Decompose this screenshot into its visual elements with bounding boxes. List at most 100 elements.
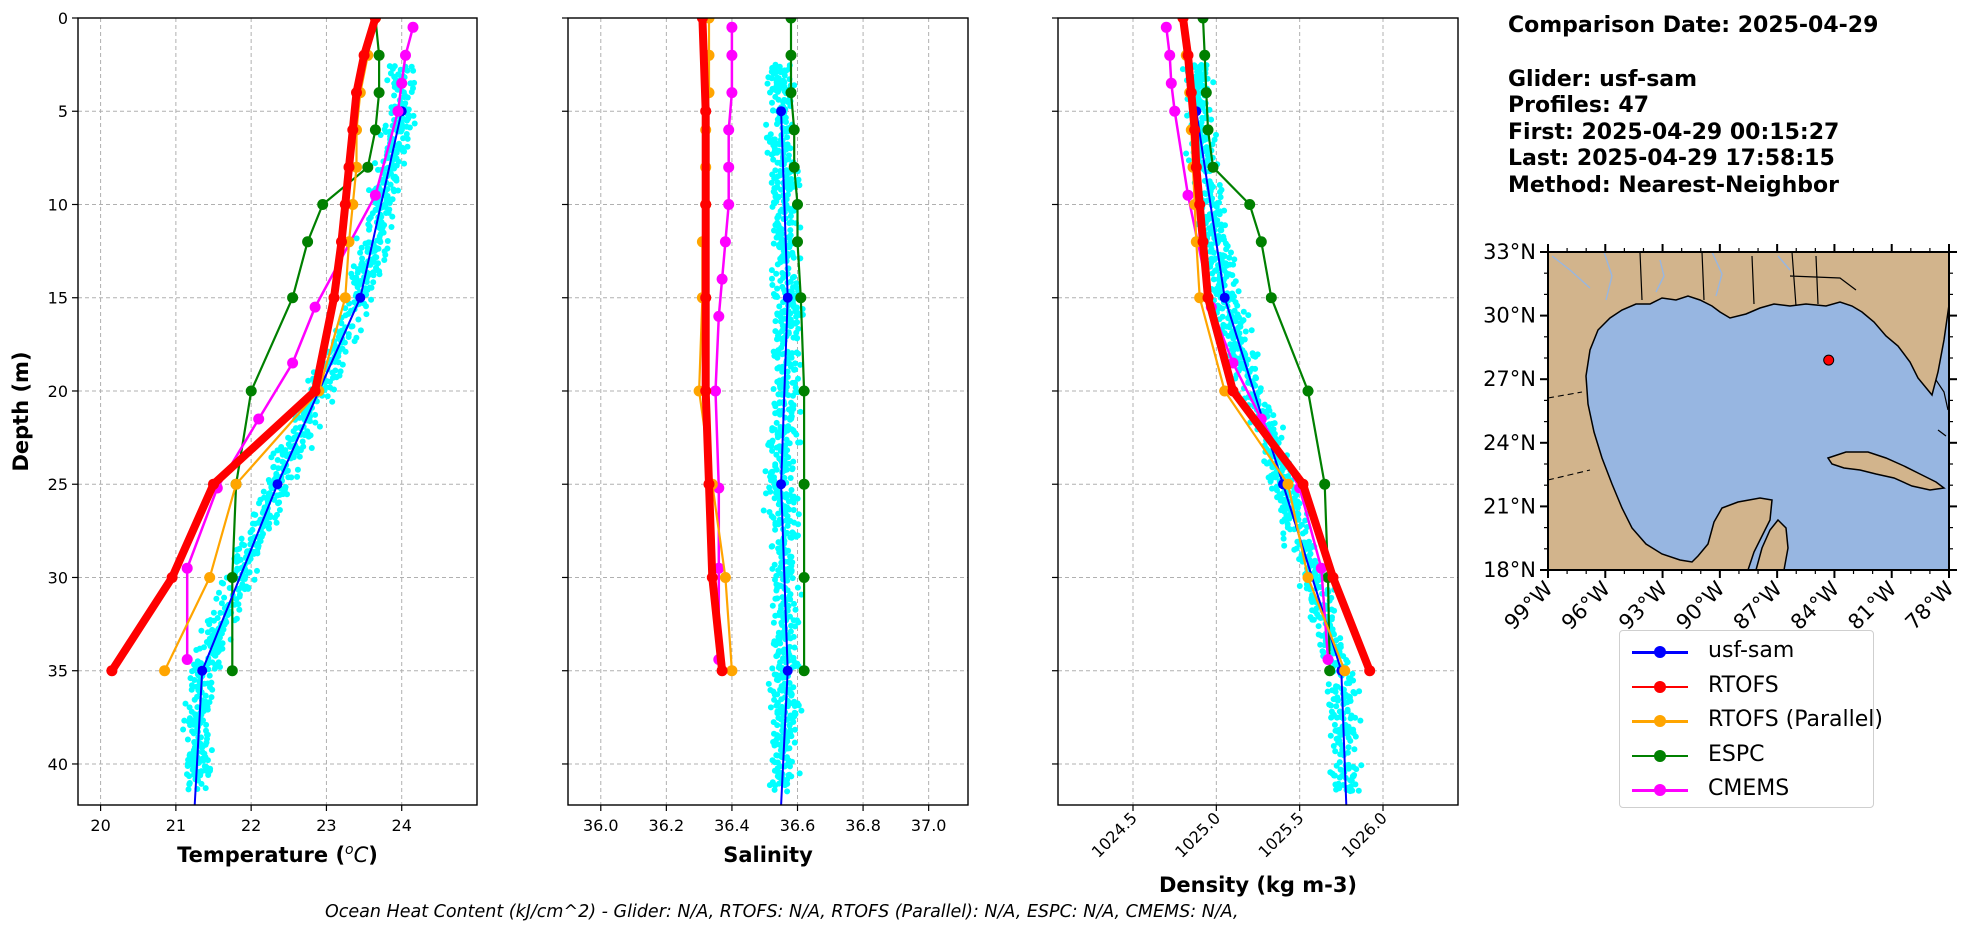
data-point bbox=[723, 199, 735, 210]
glider-point bbox=[778, 696, 785, 703]
glider-point bbox=[1344, 659, 1351, 666]
x-tick-label: 36.4 bbox=[714, 816, 750, 835]
glider-point bbox=[777, 159, 784, 166]
glider-point bbox=[294, 466, 301, 473]
legend-item: RTOFS bbox=[1620, 670, 1873, 705]
glider-point bbox=[1333, 637, 1340, 644]
glider-point bbox=[238, 535, 245, 542]
glider-point bbox=[300, 411, 307, 417]
glider-point bbox=[1358, 762, 1365, 769]
glider-point bbox=[1344, 749, 1351, 756]
glider-point bbox=[763, 121, 770, 128]
glider-point bbox=[243, 549, 250, 556]
legend-item: CMEMS bbox=[1620, 773, 1873, 808]
data-point bbox=[230, 478, 242, 490]
glider-point bbox=[207, 684, 213, 691]
glider-point bbox=[254, 540, 261, 547]
glider-point bbox=[279, 451, 286, 458]
glider-point bbox=[357, 327, 364, 334]
glider-point bbox=[411, 79, 418, 86]
glider-point bbox=[284, 467, 291, 474]
glider-point bbox=[792, 360, 799, 367]
glider-point bbox=[781, 72, 788, 79]
glider-point bbox=[1334, 783, 1341, 790]
glider-point bbox=[797, 361, 804, 368]
glider-point bbox=[767, 687, 774, 693]
map-land-yucatan-east bbox=[1755, 518, 1789, 570]
glider-point bbox=[772, 410, 779, 417]
glider-point bbox=[1327, 732, 1334, 739]
glider-point bbox=[252, 511, 259, 518]
glider-point bbox=[786, 220, 793, 227]
glider-point bbox=[764, 149, 771, 156]
data-point bbox=[1207, 161, 1219, 173]
salinity-panel: 36.0 36.2 36.4 36.6 36.8 37.0 Salinity bbox=[562, 17, 969, 867]
series-line bbox=[1201, 18, 1331, 671]
glider-point bbox=[268, 454, 275, 461]
glider-point bbox=[400, 135, 407, 142]
glider-point bbox=[251, 576, 258, 583]
glider-point bbox=[1346, 680, 1353, 687]
glider-point bbox=[775, 391, 782, 398]
glider-point bbox=[256, 500, 262, 507]
glider-point bbox=[1248, 327, 1255, 334]
glider-point bbox=[778, 605, 784, 612]
glider-point bbox=[234, 565, 241, 572]
glider-point bbox=[186, 715, 193, 722]
glider-point bbox=[769, 171, 776, 178]
glider-point bbox=[385, 209, 392, 216]
last-time: Last: 2025-04-29 17:58:15 bbox=[1508, 146, 1835, 171]
glider-point bbox=[1230, 281, 1237, 287]
data-point bbox=[713, 310, 725, 322]
glider-point bbox=[369, 256, 376, 263]
glider-point bbox=[1217, 227, 1224, 234]
glider-point bbox=[353, 235, 360, 242]
y-tick-label: 20 bbox=[48, 382, 68, 401]
glider-point bbox=[235, 586, 242, 593]
glider-point bbox=[1231, 256, 1238, 263]
series-usf-sam bbox=[776, 106, 793, 805]
glider-point bbox=[1292, 499, 1299, 506]
glider-point bbox=[411, 120, 418, 127]
glider-point bbox=[1351, 746, 1358, 753]
glider-point bbox=[274, 457, 281, 463]
y-tick-label: 25 bbox=[48, 475, 68, 494]
data-point bbox=[355, 292, 366, 303]
data-point bbox=[369, 124, 381, 136]
glider-point bbox=[1304, 545, 1310, 552]
glider-point bbox=[781, 271, 788, 278]
glider-point bbox=[213, 595, 220, 602]
data-point bbox=[309, 301, 321, 313]
glider-point bbox=[771, 767, 778, 774]
glider-point bbox=[189, 668, 196, 675]
glider-point bbox=[1208, 260, 1215, 266]
series-rtofs bbox=[1177, 18, 1376, 677]
glider-point bbox=[1345, 734, 1352, 741]
legend-label: ESPC bbox=[1708, 741, 1765, 767]
data-point bbox=[700, 105, 712, 117]
glider-point bbox=[378, 213, 385, 220]
glider-point bbox=[217, 609, 224, 616]
glider-point bbox=[410, 85, 416, 92]
glider-point bbox=[1216, 182, 1223, 188]
glider-point bbox=[202, 698, 209, 705]
glider-point bbox=[769, 602, 776, 609]
glider-point bbox=[355, 316, 362, 323]
glider-point bbox=[767, 704, 774, 711]
glider-point bbox=[1222, 260, 1229, 267]
data-point bbox=[1244, 199, 1256, 210]
glider-point bbox=[186, 752, 193, 759]
data-point bbox=[798, 478, 810, 490]
glider-point bbox=[772, 521, 779, 528]
data-point bbox=[166, 572, 178, 583]
glider-point bbox=[189, 682, 195, 689]
glider-point bbox=[790, 493, 797, 500]
glider-point bbox=[768, 443, 775, 450]
glider-point bbox=[786, 722, 793, 729]
glider-point bbox=[777, 168, 784, 174]
glider-point bbox=[345, 334, 352, 340]
glider-point bbox=[201, 750, 208, 757]
glider-point bbox=[768, 179, 775, 186]
glider-point bbox=[1183, 150, 1190, 157]
legend-marker bbox=[1654, 715, 1666, 727]
